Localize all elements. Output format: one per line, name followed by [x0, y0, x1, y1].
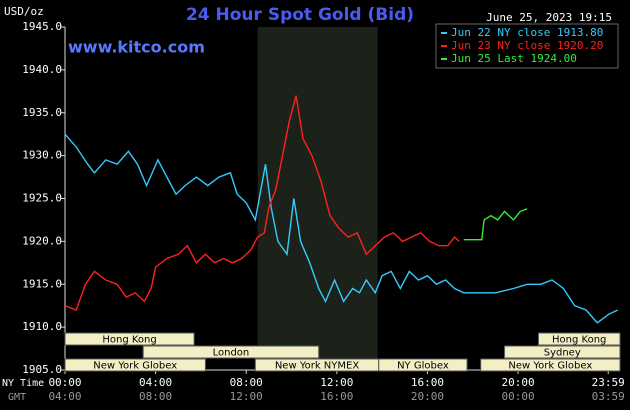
y-tick-label: 1905.0: [22, 363, 62, 376]
y-tick-label: 1945.0: [22, 20, 62, 33]
x-tick-label: 20:00: [501, 376, 534, 389]
session-label: London: [213, 348, 250, 359]
y-tick-label: 1910.0: [22, 320, 62, 333]
session-box: [480, 358, 621, 372]
x-tick-label: 00:00: [48, 376, 81, 389]
y-tick-label: 1920.0: [22, 234, 62, 247]
y-axis-label: USD/oz: [4, 5, 44, 18]
legend-label: Jun 22 NY close 1913.80: [451, 26, 603, 39]
price-line: [64, 95, 460, 311]
session-box: [537, 332, 621, 346]
session-box: [503, 345, 621, 359]
session-label: Sydney: [544, 348, 581, 359]
x2-tick-label: 00:00: [501, 390, 534, 403]
x2-tick-label: 20:00: [411, 390, 444, 403]
x2-tick-label: 03:59: [592, 390, 625, 403]
y-tick-label: 1915.0: [22, 277, 62, 290]
x2-tick-label: 16:00: [320, 390, 353, 403]
session-label: New York NYMEX: [275, 361, 360, 372]
session-box: [64, 358, 206, 372]
legend-box: [435, 23, 619, 69]
under-layer: [64, 27, 620, 371]
x2-axis-label: GMT: [8, 392, 26, 403]
x-tick-label: 16:00: [411, 376, 444, 389]
x-tick-label: 12:00: [320, 376, 353, 389]
x-tick-label: 08:00: [230, 376, 263, 389]
y-tick-label: 1925.0: [22, 192, 62, 205]
session-box: [64, 332, 195, 346]
timestamp: June 25, 2023 19:15: [486, 11, 612, 24]
y-tick-label: 1930.0: [22, 149, 62, 162]
x-tick-label: 04:00: [139, 376, 172, 389]
legend-label: Jun 23 NY close 1920.20: [451, 39, 603, 52]
price-line: [64, 133, 619, 324]
x2-tick-label: 08:00: [139, 390, 172, 403]
session-label: NY Globex: [397, 361, 449, 372]
session-label: New York Globex: [508, 361, 592, 372]
chart-title: 24 Hour Spot Gold (Bid): [186, 5, 414, 25]
session-label: Hong Kong: [552, 335, 606, 346]
y-tick-label: 1935.0: [22, 106, 62, 119]
session-box: [142, 345, 320, 359]
y-tick-label: 1940.0: [22, 63, 62, 76]
highlight-band: [257, 27, 378, 370]
session-box: [378, 358, 468, 372]
x-tick-label: 23:59: [592, 376, 625, 389]
x-axis-label: NY Time: [2, 378, 44, 389]
legend-label: Jun 25 Last 1924.00: [451, 52, 577, 65]
session-label: New York Globex: [93, 361, 177, 372]
x2-tick-label: 12:00: [230, 390, 263, 403]
price-line: [463, 208, 528, 241]
x2-tick-label: 04:00: [48, 390, 81, 403]
watermark: www.kitco.com: [68, 38, 205, 57]
session-label: Hong Kong: [102, 335, 156, 346]
